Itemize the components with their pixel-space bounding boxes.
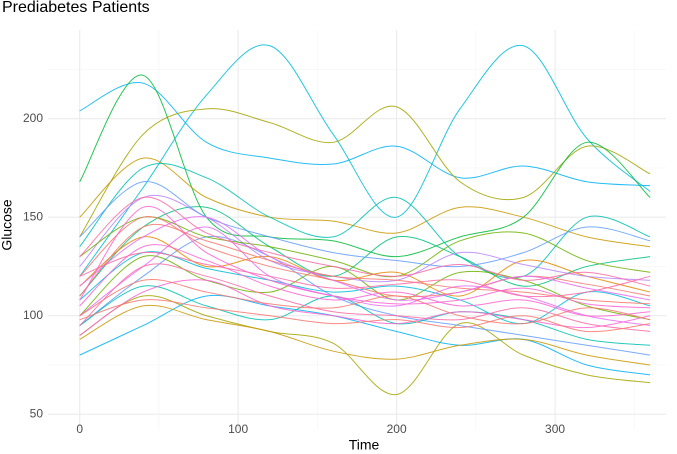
x-tick-label: 200 <box>387 422 407 436</box>
series-line <box>79 163 651 279</box>
series-line <box>79 205 651 309</box>
x-axis-label: Time <box>349 437 380 453</box>
series-line <box>79 295 651 396</box>
y-tick-label: 50 <box>30 406 44 420</box>
series-line <box>79 244 651 317</box>
series-line <box>79 235 651 356</box>
y-axis-label: Glucose <box>0 199 15 251</box>
x-tick-label: 0 <box>76 422 83 436</box>
series-line <box>79 181 651 268</box>
series-line <box>79 299 651 333</box>
series-line <box>79 196 651 287</box>
chart-title: Prediabetes Patients <box>2 0 150 16</box>
x-tick-label: 100 <box>228 422 248 436</box>
y-tick-label: 200 <box>23 111 43 125</box>
series-line <box>79 285 651 346</box>
y-tick-label: 100 <box>23 308 43 322</box>
series-line <box>79 255 651 321</box>
series-line <box>79 223 651 305</box>
series-line <box>79 216 651 278</box>
y-tick-label: 150 <box>23 209 43 223</box>
series-line <box>79 82 651 187</box>
series-line <box>79 157 651 248</box>
series-line <box>79 251 651 298</box>
series-line <box>79 105 651 238</box>
series-line <box>79 263 651 332</box>
series-line <box>79 44 651 277</box>
series-line <box>79 226 651 327</box>
series-line <box>79 194 651 283</box>
series-line <box>79 304 651 366</box>
series-line <box>79 279 651 336</box>
series-line <box>79 74 651 258</box>
x-tick-label: 300 <box>545 422 565 436</box>
series-line <box>79 278 651 325</box>
series-line <box>79 216 651 301</box>
series-line <box>79 294 651 376</box>
